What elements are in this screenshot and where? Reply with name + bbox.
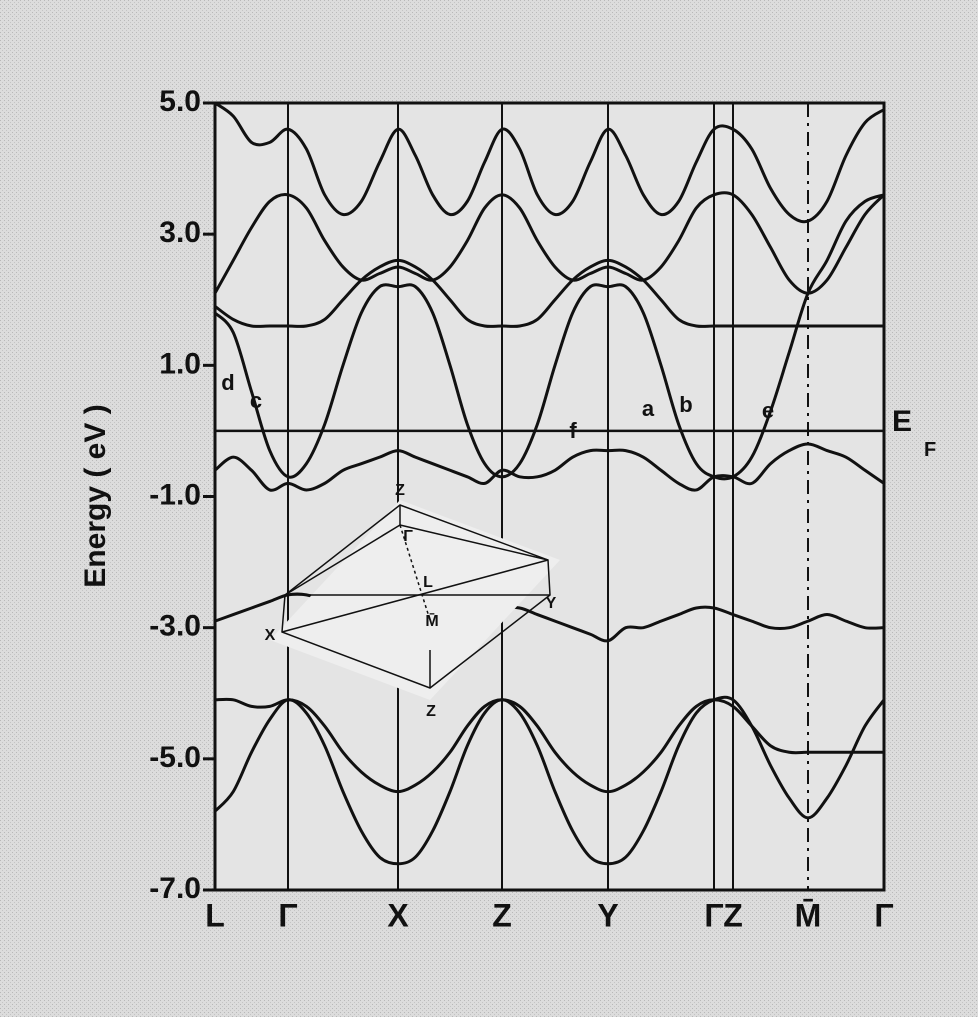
- band: [213, 695, 886, 866]
- band: [214, 258, 884, 328]
- x-tick-label: Z: [492, 897, 512, 933]
- fermi-label: E: [892, 405, 912, 438]
- band-label: e: [762, 398, 774, 423]
- inset-label: Z: [395, 482, 405, 499]
- band: [213, 193, 885, 481]
- band-label: a: [642, 396, 655, 421]
- inset-axis: [399, 524, 431, 621]
- plot-frame: [213, 101, 886, 892]
- band-label: b: [679, 392, 692, 417]
- band: [214, 101, 885, 224]
- inset-label: Γ: [403, 528, 413, 545]
- band-label: d: [221, 370, 234, 395]
- band-label: f: [569, 418, 577, 443]
- inset-edge: [284, 524, 401, 596]
- x-tick-label: Z: [723, 897, 743, 933]
- x-tick-label: Γ: [278, 897, 297, 933]
- plot-area: [215, 103, 884, 890]
- y-tick-label: -7.0: [149, 872, 201, 905]
- y-tick-label: -5.0: [149, 741, 201, 774]
- x-tick-label: L: [205, 897, 225, 933]
- band-label: c: [250, 388, 262, 413]
- band: [214, 697, 884, 794]
- band: [214, 442, 885, 492]
- inset-label: Y: [546, 595, 557, 612]
- y-tick-label: 3.0: [159, 216, 201, 249]
- inset-label: X: [265, 627, 276, 644]
- inset-edge: [281, 559, 549, 633]
- x-tick-label: Γ: [874, 897, 893, 933]
- y-tick-label: -1.0: [149, 478, 201, 511]
- brillouin-zone-inset: Z Γ L M̄ Y X Z: [265, 482, 560, 720]
- y-tick-label: 1.0: [159, 347, 201, 380]
- x-tick-label: X: [387, 897, 409, 933]
- fermi-label-sub: F: [924, 439, 936, 461]
- inset-label: L: [423, 574, 433, 591]
- x-tick-label: Γ: [704, 897, 723, 933]
- inset-edge: [399, 524, 549, 561]
- y-tick-label: -3.0: [149, 610, 201, 643]
- inset-background: [270, 500, 560, 700]
- x-tick-label: Y: [597, 897, 618, 933]
- inset-label: Z: [426, 703, 436, 720]
- band: [213, 191, 886, 295]
- y-axis-label: Energy ( eV ): [79, 404, 112, 587]
- y-tick-label: 5.0: [159, 85, 201, 118]
- inset-label: M̄: [425, 611, 438, 630]
- x-tick-label: M̄: [795, 897, 822, 933]
